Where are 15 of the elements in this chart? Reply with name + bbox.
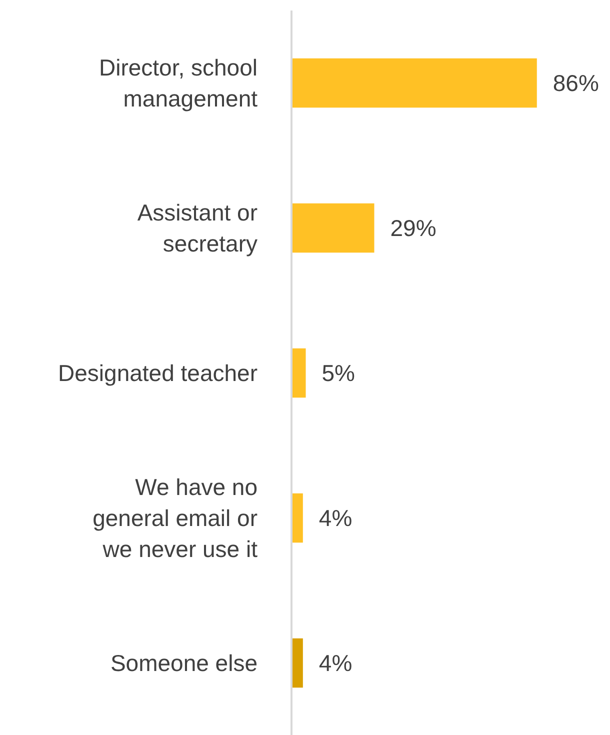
bar: [292, 58, 537, 108]
y-tick-label: We have no general email or we never use it: [92, 474, 258, 562]
data-label: 5%: [322, 360, 356, 386]
data-label: 4%: [318, 650, 352, 676]
bar: [292, 493, 303, 543]
y-tick-label: Designated teacher: [58, 360, 258, 386]
bar: [292, 638, 303, 688]
bar: [292, 203, 374, 253]
data-label: 86%: [552, 70, 599, 96]
y-tick-label: Director, school management: [98, 54, 258, 112]
y-tick-label: Someone else: [110, 650, 258, 676]
y-tick-label: Assistant or secretary: [137, 199, 258, 257]
data-label: 29%: [390, 215, 436, 241]
bar: [292, 348, 306, 398]
data-label: 4%: [318, 505, 352, 531]
